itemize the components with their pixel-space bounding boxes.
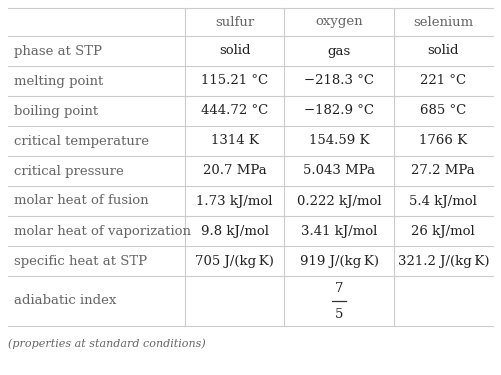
Text: 7: 7 bbox=[335, 282, 343, 294]
Text: 1.73 kJ/mol: 1.73 kJ/mol bbox=[196, 195, 273, 207]
Text: 444.72 °C: 444.72 °C bbox=[201, 105, 269, 117]
Text: melting point: melting point bbox=[14, 75, 103, 87]
Text: molar heat of vaporization: molar heat of vaporization bbox=[14, 225, 191, 237]
Text: solid: solid bbox=[219, 45, 250, 57]
Text: 27.2 MPa: 27.2 MPa bbox=[411, 165, 475, 177]
Text: sulfur: sulfur bbox=[215, 15, 255, 28]
Text: −218.3 °C: −218.3 °C bbox=[304, 75, 374, 87]
Text: −182.9 °C: −182.9 °C bbox=[304, 105, 374, 117]
Text: adiabatic index: adiabatic index bbox=[14, 294, 116, 307]
Text: 5.043 MPa: 5.043 MPa bbox=[303, 165, 375, 177]
Text: 154.59 K: 154.59 K bbox=[309, 135, 369, 147]
Text: 5: 5 bbox=[335, 308, 343, 321]
Text: 5.4 kJ/mol: 5.4 kJ/mol bbox=[409, 195, 477, 207]
Text: 3.41 kJ/mol: 3.41 kJ/mol bbox=[301, 225, 377, 237]
Text: phase at STP: phase at STP bbox=[14, 45, 102, 57]
Text: 115.21 °C: 115.21 °C bbox=[201, 75, 269, 87]
Text: 26 kJ/mol: 26 kJ/mol bbox=[411, 225, 475, 237]
Text: 1314 K: 1314 K bbox=[211, 135, 259, 147]
Text: 9.8 kJ/mol: 9.8 kJ/mol bbox=[201, 225, 269, 237]
Text: 0.222 kJ/mol: 0.222 kJ/mol bbox=[297, 195, 381, 207]
Text: 685 °C: 685 °C bbox=[420, 105, 466, 117]
Text: gas: gas bbox=[327, 45, 351, 57]
Text: specific heat at STP: specific heat at STP bbox=[14, 255, 147, 267]
Text: 705 J/(kg K): 705 J/(kg K) bbox=[195, 255, 274, 267]
Text: selenium: selenium bbox=[413, 15, 473, 28]
Text: boiling point: boiling point bbox=[14, 105, 98, 117]
Text: 1766 K: 1766 K bbox=[419, 135, 467, 147]
Text: oxygen: oxygen bbox=[315, 15, 363, 28]
Text: (properties at standard conditions): (properties at standard conditions) bbox=[8, 338, 206, 349]
Text: 321.2 J/(kg K): 321.2 J/(kg K) bbox=[397, 255, 489, 267]
Text: molar heat of fusion: molar heat of fusion bbox=[14, 195, 149, 207]
Text: critical pressure: critical pressure bbox=[14, 165, 124, 177]
Text: 20.7 MPa: 20.7 MPa bbox=[203, 165, 267, 177]
Text: critical temperature: critical temperature bbox=[14, 135, 149, 147]
Text: 221 °C: 221 °C bbox=[420, 75, 466, 87]
Text: 919 J/(kg K): 919 J/(kg K) bbox=[300, 255, 379, 267]
Text: solid: solid bbox=[427, 45, 459, 57]
